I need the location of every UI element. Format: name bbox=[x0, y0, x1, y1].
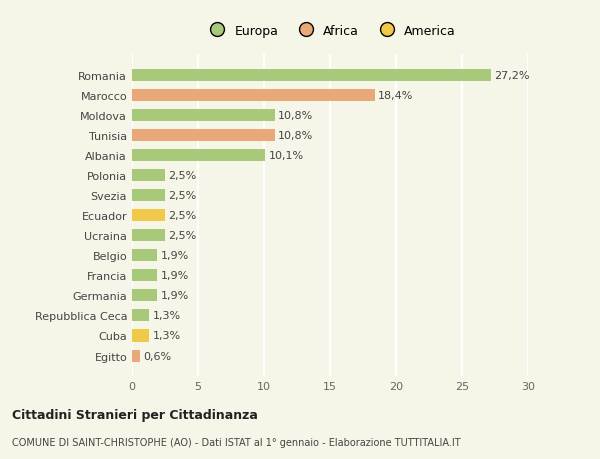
Bar bbox=[132, 290, 157, 302]
Text: 1,9%: 1,9% bbox=[160, 271, 188, 281]
Bar bbox=[132, 130, 275, 142]
Text: 2,5%: 2,5% bbox=[168, 211, 197, 221]
Bar bbox=[132, 110, 275, 122]
Legend: Europa, Africa, America: Europa, Africa, America bbox=[199, 20, 461, 43]
Bar bbox=[132, 330, 149, 342]
Text: 10,8%: 10,8% bbox=[278, 131, 313, 141]
Bar bbox=[132, 270, 157, 282]
Text: Cittadini Stranieri per Cittadinanza: Cittadini Stranieri per Cittadinanza bbox=[12, 408, 258, 421]
Text: 1,9%: 1,9% bbox=[160, 291, 188, 301]
Bar bbox=[132, 170, 165, 182]
Text: COMUNE DI SAINT-CHRISTOPHE (AO) - Dati ISTAT al 1° gennaio - Elaborazione TUTTIT: COMUNE DI SAINT-CHRISTOPHE (AO) - Dati I… bbox=[12, 437, 461, 447]
Text: 2,5%: 2,5% bbox=[168, 171, 197, 181]
Bar bbox=[132, 150, 265, 162]
Bar bbox=[132, 350, 140, 362]
Text: 1,3%: 1,3% bbox=[152, 331, 181, 341]
Bar bbox=[132, 190, 165, 202]
Bar bbox=[132, 70, 491, 82]
Text: 27,2%: 27,2% bbox=[494, 71, 530, 81]
Bar bbox=[132, 310, 149, 322]
Bar bbox=[132, 210, 165, 222]
Text: 10,1%: 10,1% bbox=[269, 151, 304, 161]
Bar bbox=[132, 230, 165, 242]
Text: 1,3%: 1,3% bbox=[152, 311, 181, 321]
Bar bbox=[132, 250, 157, 262]
Text: 18,4%: 18,4% bbox=[378, 91, 413, 101]
Text: 0,6%: 0,6% bbox=[143, 351, 172, 361]
Bar bbox=[132, 90, 375, 102]
Text: 1,9%: 1,9% bbox=[160, 251, 188, 261]
Text: 2,5%: 2,5% bbox=[168, 191, 197, 201]
Text: 2,5%: 2,5% bbox=[168, 231, 197, 241]
Text: 10,8%: 10,8% bbox=[278, 111, 313, 121]
